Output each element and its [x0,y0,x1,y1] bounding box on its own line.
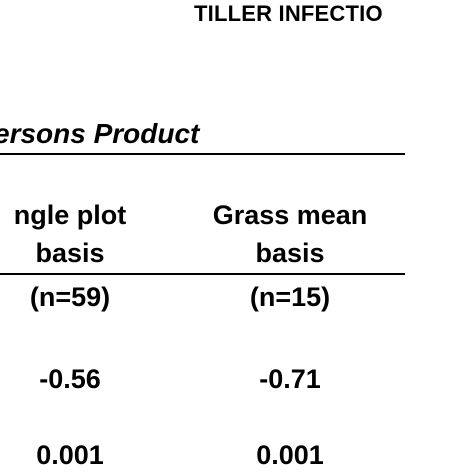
top-rule [0,153,405,155]
column-1-heading-line-1: ngle plot [13,200,127,230]
header-rule [0,273,405,275]
column-2-value-row-2: 0.001 [256,440,324,470]
column-2-value-row-1: -0.71 [259,364,321,394]
column-1-value-row-2: 0.001 [36,440,104,470]
column-2-heading-line-1: Grass mean [212,200,368,230]
table-title: TILLER INFECTIO [194,1,383,26]
table-subtitle: ersons Product [0,118,200,149]
column-1-value-row-1: -0.56 [39,364,101,394]
column-2-heading-line-2: basis [255,238,325,268]
column-2-sample-size: (n=15) [249,282,331,312]
column-1-sample-size: (n=59) [29,282,111,312]
column-1-heading-line-2: basis [35,238,105,268]
